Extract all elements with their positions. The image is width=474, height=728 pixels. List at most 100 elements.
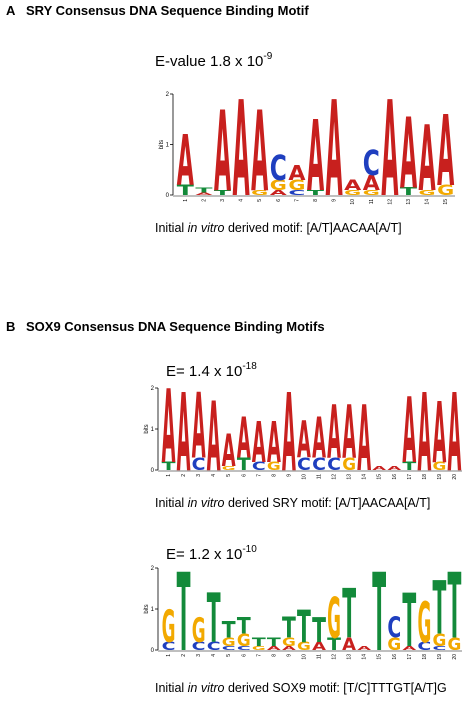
logo-letter: A xyxy=(419,108,436,212)
logo-letter: T xyxy=(342,575,356,654)
logo-letter: A xyxy=(357,646,373,652)
position-label: 2 xyxy=(181,474,187,477)
logo-letter: G xyxy=(288,178,305,194)
position-label: 18 xyxy=(422,654,428,660)
logo-letter: G xyxy=(448,634,462,654)
position-label: 16 xyxy=(392,474,398,480)
logo-letter: A xyxy=(437,95,454,208)
logo-letter: C xyxy=(363,144,380,184)
position-label: 14 xyxy=(362,654,368,660)
logo-letter: C xyxy=(162,640,176,653)
caption-text: Initial xyxy=(155,681,188,695)
position-label: 4 xyxy=(239,199,245,202)
logo-letter: A xyxy=(400,97,417,210)
position-label: 2 xyxy=(181,654,187,657)
y-tick-label: 1 xyxy=(151,427,155,433)
caption-italic: in vitro xyxy=(188,496,225,510)
logo-letter: C xyxy=(312,454,326,474)
logo-letter: A xyxy=(312,407,326,472)
logo-letter: T xyxy=(372,552,386,676)
logo-letter: T xyxy=(448,556,462,660)
logo-letter: C xyxy=(237,646,251,652)
logo-letter: G xyxy=(252,646,267,652)
logo-letter: T xyxy=(297,600,311,653)
caption-italic: in vitro xyxy=(188,681,225,695)
caption: Initial in vitro derived SOX9 motif: [T/… xyxy=(155,681,447,695)
logo-letter: G xyxy=(270,178,287,194)
position-label: 4 xyxy=(211,474,217,477)
logo-letter: C xyxy=(270,149,287,189)
logo-letter: G xyxy=(417,591,431,656)
e-value-base: E= 1.2 x 10 xyxy=(166,546,242,563)
logo-letter: A xyxy=(282,646,298,652)
logo-letter: A xyxy=(214,88,231,217)
position-label: 1 xyxy=(166,474,172,477)
panel-title: SOX9 Consensus DNA Sequence Binding Moti… xyxy=(26,319,325,334)
position-label: 12 xyxy=(332,654,338,660)
logo-letter: A xyxy=(387,466,403,472)
y-axis-label: bits xyxy=(144,424,150,433)
position-label: 19 xyxy=(437,654,443,660)
logo-letter: G xyxy=(251,189,269,197)
position-label: 7 xyxy=(256,654,262,657)
logo-letter: A xyxy=(372,466,388,472)
logo-letter: A xyxy=(312,640,326,653)
position-label: 16 xyxy=(392,654,398,660)
position-label: 10 xyxy=(301,654,307,660)
logo-letter: G xyxy=(344,189,362,197)
position-label: 4 xyxy=(211,654,217,657)
e-value: E-value 1.8 x 10-9 xyxy=(155,51,273,70)
logo-letter: T xyxy=(267,636,281,649)
logo-letter: A xyxy=(402,380,416,484)
logo-letter: A xyxy=(433,384,447,482)
logo-letter: A xyxy=(417,372,431,496)
position-label: 19 xyxy=(437,474,443,480)
position-label: 13 xyxy=(406,199,412,205)
position-label: 17 xyxy=(407,474,413,480)
logo-letter: A xyxy=(307,100,324,213)
logo-letter: A xyxy=(327,391,341,476)
y-axis-label: bits xyxy=(159,140,165,149)
y-tick-label: 1 xyxy=(166,143,170,149)
position-label: 13 xyxy=(347,474,353,480)
logo-letter: T xyxy=(177,183,195,199)
logo-letter: G xyxy=(162,600,176,653)
caption-italic: in vitro xyxy=(188,221,225,235)
y-tick-label: 1 xyxy=(151,607,155,613)
position-label: 10 xyxy=(350,199,356,205)
position-label: 7 xyxy=(294,199,300,202)
logo-letter: A xyxy=(233,73,250,226)
e-value-exponent: -10 xyxy=(242,544,257,555)
logo-letter: A xyxy=(381,73,398,226)
logo-letter: G xyxy=(192,611,206,650)
logo-letter: A xyxy=(237,407,251,472)
logo-letter: C xyxy=(192,454,206,474)
logo-letter: T xyxy=(400,186,419,198)
logo-letter: G xyxy=(437,183,454,199)
position-label: 14 xyxy=(362,474,368,480)
logo-letter: C xyxy=(192,640,206,653)
logo-letter: A xyxy=(402,646,418,652)
position-label: 1 xyxy=(183,199,189,202)
position-label: 18 xyxy=(422,474,428,480)
caption-text: derived SRY motif: [A/T]AACAA[A/T] xyxy=(224,496,430,510)
logo-letter: A xyxy=(195,192,214,196)
logo-letter: A xyxy=(251,88,268,217)
logo-letter: G xyxy=(363,189,381,197)
e-value: E= 1.4 x 10-18 xyxy=(166,361,257,380)
logo-letter: G xyxy=(387,634,401,654)
logo-letter: T xyxy=(237,614,251,640)
logo-letter: C xyxy=(387,612,401,645)
logo-letter: T xyxy=(177,552,191,676)
logo-letter: A xyxy=(282,372,296,496)
position-label: 5 xyxy=(257,199,263,202)
logo-letter: A xyxy=(267,411,281,476)
position-label: 3 xyxy=(196,654,202,657)
caption-text: Initial xyxy=(155,221,188,235)
logo-letter: C xyxy=(417,640,431,653)
position-label: 11 xyxy=(317,474,323,479)
position-label: 12 xyxy=(387,199,393,205)
logo-letter: G xyxy=(282,636,296,649)
e-value-exponent: -18 xyxy=(242,361,257,372)
position-label: 9 xyxy=(332,199,338,202)
